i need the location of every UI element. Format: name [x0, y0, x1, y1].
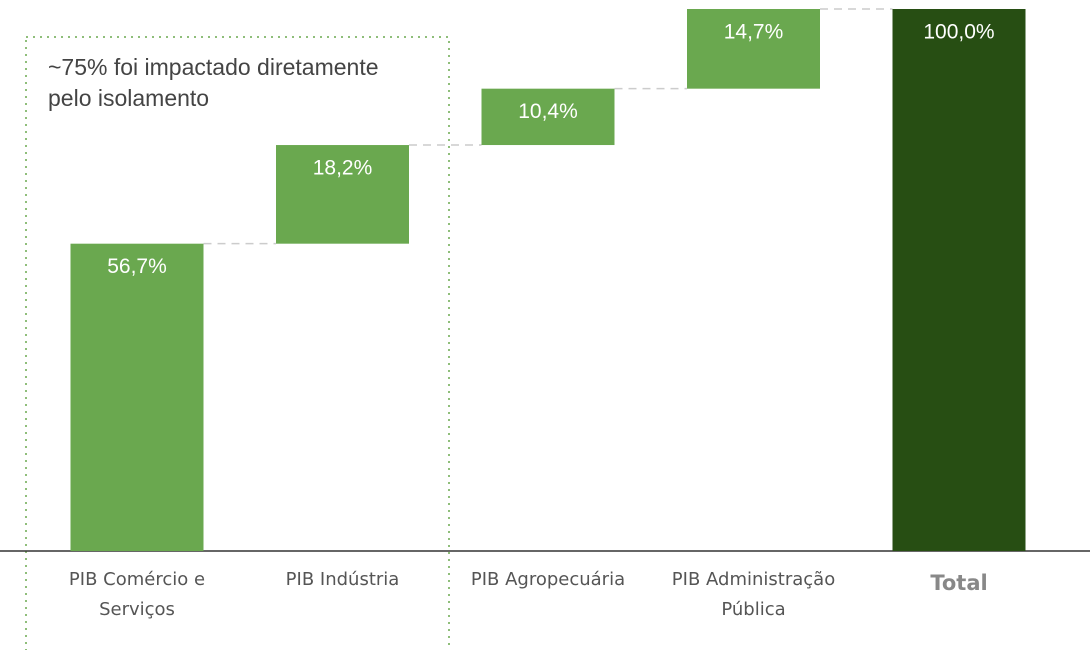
x-tick-label: PIB Indústria [285, 569, 400, 590]
value-label: 10,4% [518, 100, 578, 123]
bar [481, 88, 615, 146]
annotation: ~75% foi impactado diretamente pelo isol… [48, 54, 379, 111]
value-label: 14,7% [724, 21, 784, 44]
bar [70, 243, 204, 551]
x-tick-label: PIB Agropecuária [470, 569, 626, 590]
annotation-box [25, 36, 450, 650]
bar [687, 9, 820, 89]
x-tick-label: Total [930, 571, 988, 595]
bar [892, 9, 1026, 551]
value-label: 56,7% [107, 255, 167, 278]
x-tick-label: PIB Comércio e Serviços [68, 569, 206, 620]
x-tick-label: PIB Administração Pública [671, 569, 836, 620]
value-label: 18,2% [313, 157, 373, 180]
value-label: 100,0% [923, 21, 994, 44]
bar [276, 145, 409, 244]
